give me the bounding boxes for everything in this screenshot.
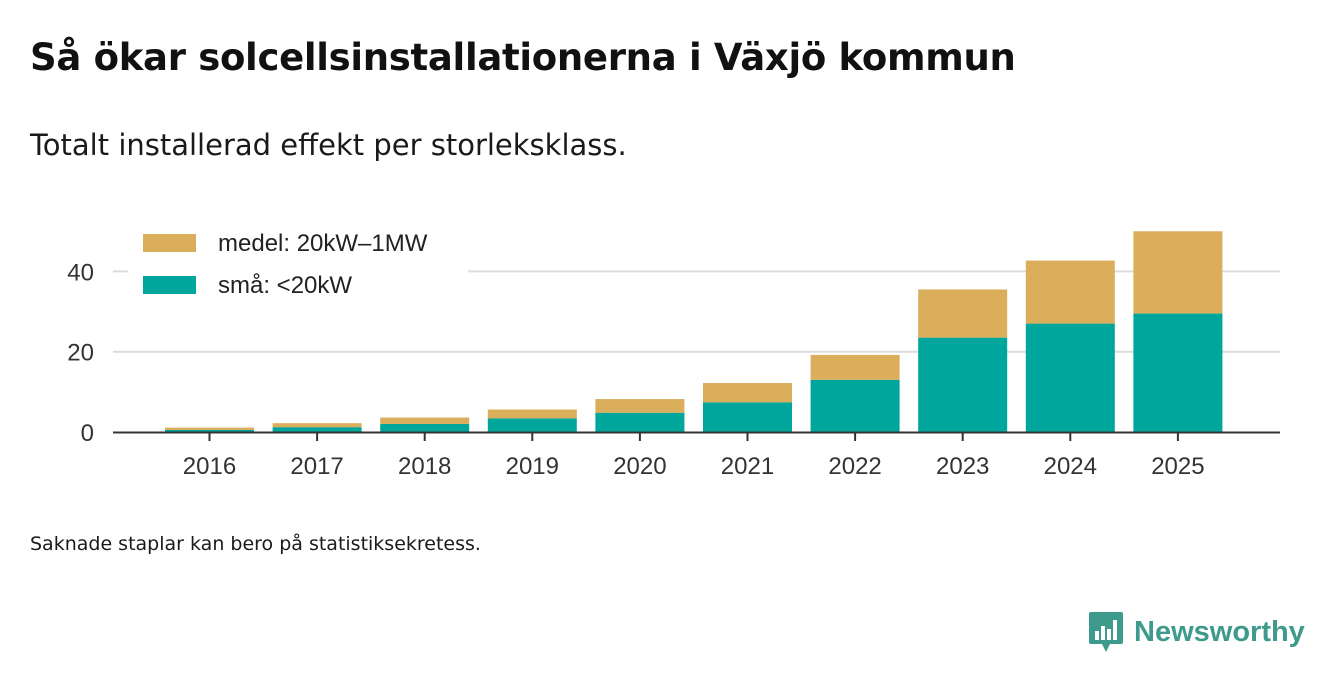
bar-2024-series-1 — [1025, 260, 1115, 324]
x-tick-label: 2025 — [1151, 453, 1204, 480]
bar-2019-series-1 — [487, 409, 577, 419]
chart-subtitle: Totalt installerad effekt per storlekskl… — [30, 128, 627, 162]
bar-2020-series-0 — [595, 412, 685, 432]
bar-2016-series-1 — [165, 427, 254, 430]
bar-2017-series-1 — [272, 423, 362, 428]
x-tick-label: 2021 — [721, 453, 774, 480]
bar-2016-series-0 — [165, 429, 254, 432]
x-tick-label: 2022 — [828, 453, 881, 480]
brand-logo: Newsworthy — [1088, 611, 1305, 653]
bar-2022-series-1 — [810, 354, 900, 380]
bar-2021-series-1 — [703, 383, 792, 403]
x-tick-label: 2017 — [290, 453, 343, 480]
y-tick-label: 40 — [67, 259, 94, 286]
x-tick-label: 2019 — [506, 453, 559, 480]
legend-label: medel: 20kW–1MW — [218, 230, 428, 257]
legend-swatch — [143, 276, 196, 294]
bar-2019-series-0 — [487, 418, 577, 432]
legend-swatch — [143, 234, 196, 252]
legend-label: små: <20kW — [218, 272, 352, 299]
bar-2020-series-1 — [595, 399, 685, 413]
y-tick-label: 0 — [81, 420, 94, 447]
bar-2022-series-0 — [810, 379, 900, 432]
x-tick-label: 2018 — [398, 453, 451, 480]
bar-2021-series-0 — [703, 402, 792, 432]
x-tick-label: 2023 — [936, 453, 989, 480]
bar-2025-series-0 — [1133, 313, 1223, 432]
bar-2023-series-0 — [918, 337, 1008, 432]
bar-2024-series-0 — [1025, 323, 1115, 432]
chart-title: Så ökar solcellsinstallationerna i Växjö… — [30, 36, 1016, 79]
bar-2025-series-1 — [1133, 231, 1223, 314]
brand-name: Newsworthy — [1134, 615, 1305, 648]
bar-2017-series-0 — [272, 427, 362, 432]
footnote: Saknade staplar kan bero på statistiksek… — [30, 533, 481, 555]
newsworthy-logo-icon — [1089, 612, 1123, 652]
x-tick-label: 2020 — [613, 453, 666, 480]
bar-2018-series-1 — [380, 417, 470, 424]
bar-2023-series-1 — [918, 289, 1008, 338]
x-tick-label: 2024 — [1044, 453, 1097, 480]
x-tick-label: 2016 — [183, 453, 236, 480]
bar-2018-series-0 — [380, 423, 470, 432]
y-tick-label: 20 — [67, 340, 94, 367]
